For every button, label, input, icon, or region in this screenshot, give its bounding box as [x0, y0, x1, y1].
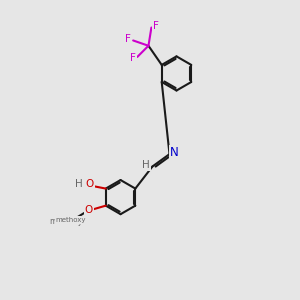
Text: methoxy: methoxy: [56, 218, 86, 224]
Text: H: H: [142, 160, 150, 170]
Text: F: F: [125, 34, 131, 44]
Text: O: O: [85, 206, 93, 215]
Text: F: F: [153, 21, 158, 31]
Text: O: O: [85, 179, 94, 190]
Text: methoxy: methoxy: [50, 217, 83, 226]
Text: F: F: [130, 53, 136, 63]
Text: N: N: [170, 146, 178, 159]
Text: H: H: [75, 179, 83, 190]
